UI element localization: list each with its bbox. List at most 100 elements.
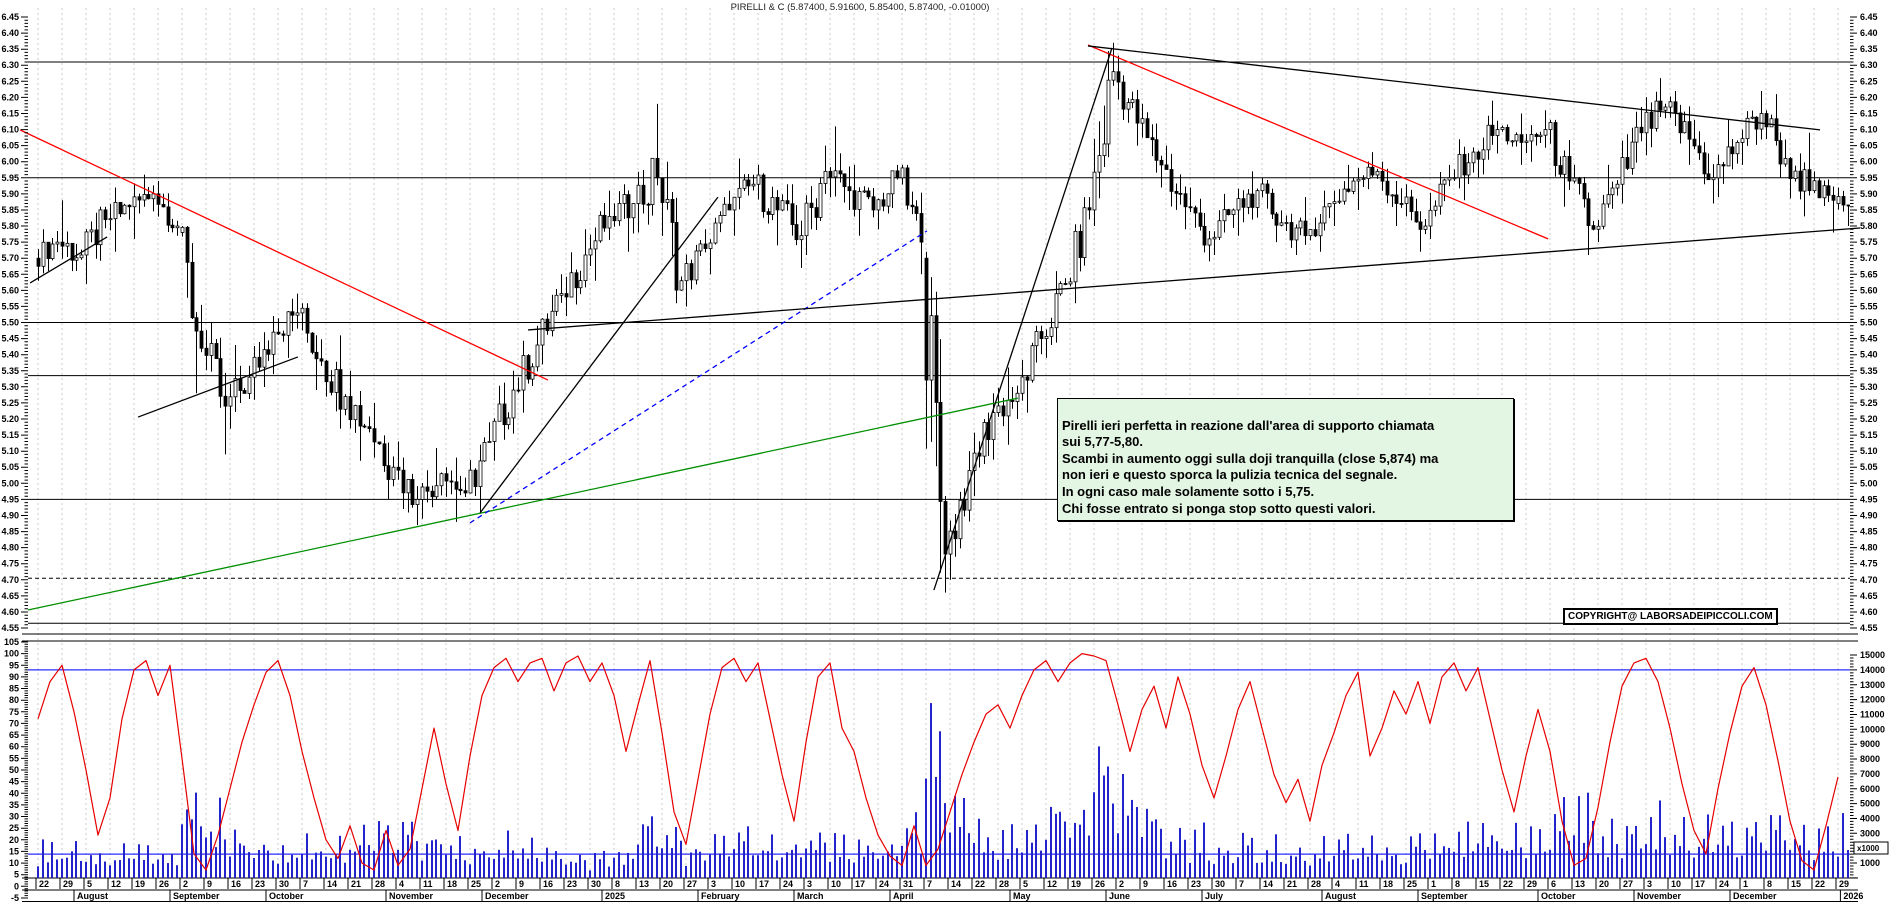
svg-text:11: 11 [1359, 879, 1369, 889]
svg-text:6.00: 6.00 [1, 157, 19, 167]
svg-text:5.05: 5.05 [1, 462, 19, 472]
svg-text:20: 20 [663, 879, 673, 889]
svg-text:5.85: 5.85 [1, 205, 19, 215]
svg-text:5.25: 5.25 [1860, 398, 1878, 408]
svg-text:5: 5 [1023, 879, 1028, 889]
svg-text:5.50: 5.50 [1, 318, 19, 328]
svg-text:6.30: 6.30 [1860, 60, 1878, 70]
svg-text:June: June [1109, 891, 1130, 901]
svg-text:4.80: 4.80 [1860, 543, 1878, 553]
svg-text:27: 27 [1623, 879, 1633, 889]
svg-text:4.75: 4.75 [1860, 559, 1878, 569]
svg-text:5.15: 5.15 [1, 430, 19, 440]
svg-text:6.20: 6.20 [1860, 92, 1878, 102]
copyright-text: COPYRIGHT@ LABORSADEIPICCOLI.COM [1568, 611, 1773, 622]
oscillator-line [37, 652, 1839, 871]
svg-text:23: 23 [1191, 879, 1201, 889]
svg-text:21: 21 [351, 879, 361, 889]
svg-text:95: 95 [9, 660, 19, 670]
svg-text:5.85: 5.85 [1860, 205, 1878, 215]
svg-text:28: 28 [999, 879, 1009, 889]
svg-text:45: 45 [9, 777, 19, 787]
svg-text:55: 55 [9, 753, 19, 763]
svg-text:5.40: 5.40 [1860, 350, 1878, 360]
svg-text:5.00: 5.00 [1860, 478, 1878, 488]
svg-text:13: 13 [1575, 879, 1585, 889]
svg-text:31: 31 [903, 879, 913, 889]
svg-text:85: 85 [9, 684, 19, 694]
week-gridlines [37, 8, 1839, 878]
svg-text:4.65: 4.65 [1, 591, 19, 601]
svg-text:5.65: 5.65 [1, 269, 19, 279]
svg-text:May: May [1013, 891, 1031, 901]
svg-text:9: 9 [1143, 879, 1148, 889]
svg-text:4.85: 4.85 [1, 527, 19, 537]
svg-text:2025: 2025 [605, 891, 625, 901]
svg-text:16: 16 [543, 879, 553, 889]
svg-text:February: February [701, 891, 740, 901]
svg-text:6.15: 6.15 [1, 108, 19, 118]
svg-text:13000: 13000 [1860, 680, 1885, 690]
svg-text:6: 6 [1551, 879, 1556, 889]
svg-text:2: 2 [495, 879, 500, 889]
svg-text:10: 10 [9, 858, 19, 868]
svg-text:3000: 3000 [1860, 828, 1880, 838]
svg-text:8: 8 [1767, 879, 1772, 889]
svg-text:4.70: 4.70 [1860, 575, 1878, 585]
svg-text:5.75: 5.75 [1860, 237, 1878, 247]
horizontal-levels [28, 61, 1850, 624]
svg-text:15000: 15000 [1860, 650, 1885, 660]
svg-text:1: 1 [1431, 879, 1436, 889]
svg-text:4.55: 4.55 [1860, 623, 1878, 633]
trendlines [19, 44, 1861, 611]
svg-text:18: 18 [447, 879, 457, 889]
svg-text:6.35: 6.35 [1860, 44, 1878, 54]
svg-text:x1000: x1000 [1857, 844, 1880, 853]
svg-text:5.35: 5.35 [1860, 366, 1878, 376]
svg-text:50: 50 [9, 765, 19, 775]
svg-text:6.40: 6.40 [1, 28, 19, 38]
svg-text:11000: 11000 [1860, 709, 1885, 719]
svg-text:4.75: 4.75 [1, 559, 19, 569]
svg-text:17: 17 [759, 879, 769, 889]
svg-text:4.95: 4.95 [1, 494, 19, 504]
svg-text:17: 17 [1695, 879, 1705, 889]
svg-text:March: March [797, 891, 824, 901]
svg-text:11: 11 [423, 879, 433, 889]
svg-text:23: 23 [255, 879, 265, 889]
svg-text:5.55: 5.55 [1, 301, 19, 311]
svg-text:5.80: 5.80 [1, 221, 19, 231]
svg-text:6.05: 6.05 [1, 141, 19, 151]
chart-title: PIRELLI & C (5.87400, 5.91600, 5.85400, … [730, 2, 990, 13]
svg-text:24: 24 [879, 879, 889, 889]
svg-text:6.10: 6.10 [1860, 125, 1878, 135]
svg-text:5.10: 5.10 [1860, 446, 1878, 456]
svg-text:2: 2 [1119, 879, 1124, 889]
svg-text:7: 7 [1239, 879, 1244, 889]
svg-text:4.85: 4.85 [1860, 527, 1878, 537]
analyst-annotation: Pirelli ieri perfetta in reazione dall'a… [1057, 398, 1514, 522]
svg-text:25: 25 [1407, 879, 1417, 889]
svg-text:9: 9 [207, 879, 212, 889]
svg-text:24: 24 [783, 879, 793, 889]
svg-text:5.20: 5.20 [1860, 414, 1878, 424]
svg-text:30: 30 [591, 879, 601, 889]
svg-text:3: 3 [1647, 879, 1652, 889]
svg-text:60: 60 [9, 742, 19, 752]
svg-text:1000: 1000 [1860, 858, 1880, 868]
svg-text:70: 70 [9, 718, 19, 728]
svg-text:October: October [269, 891, 304, 901]
svg-text:5.55: 5.55 [1860, 301, 1878, 311]
svg-text:7000: 7000 [1860, 769, 1880, 779]
svg-text:20: 20 [9, 835, 19, 845]
oscillator-axis-left: -505101520253035404550556065707580859095… [4, 637, 28, 902]
price-axis-right: 4.55 4.60 4.65 4.70 4.75 4.80 4.85 4.90 4.95 5.00… [1850, 12, 1878, 633]
svg-text:15: 15 [1791, 879, 1801, 889]
svg-text:40: 40 [9, 788, 19, 798]
svg-text:30: 30 [279, 879, 289, 889]
svg-text:9000: 9000 [1860, 739, 1880, 749]
svg-text:18: 18 [1383, 879, 1393, 889]
svg-text:14: 14 [327, 879, 337, 889]
svg-text:10: 10 [831, 879, 841, 889]
